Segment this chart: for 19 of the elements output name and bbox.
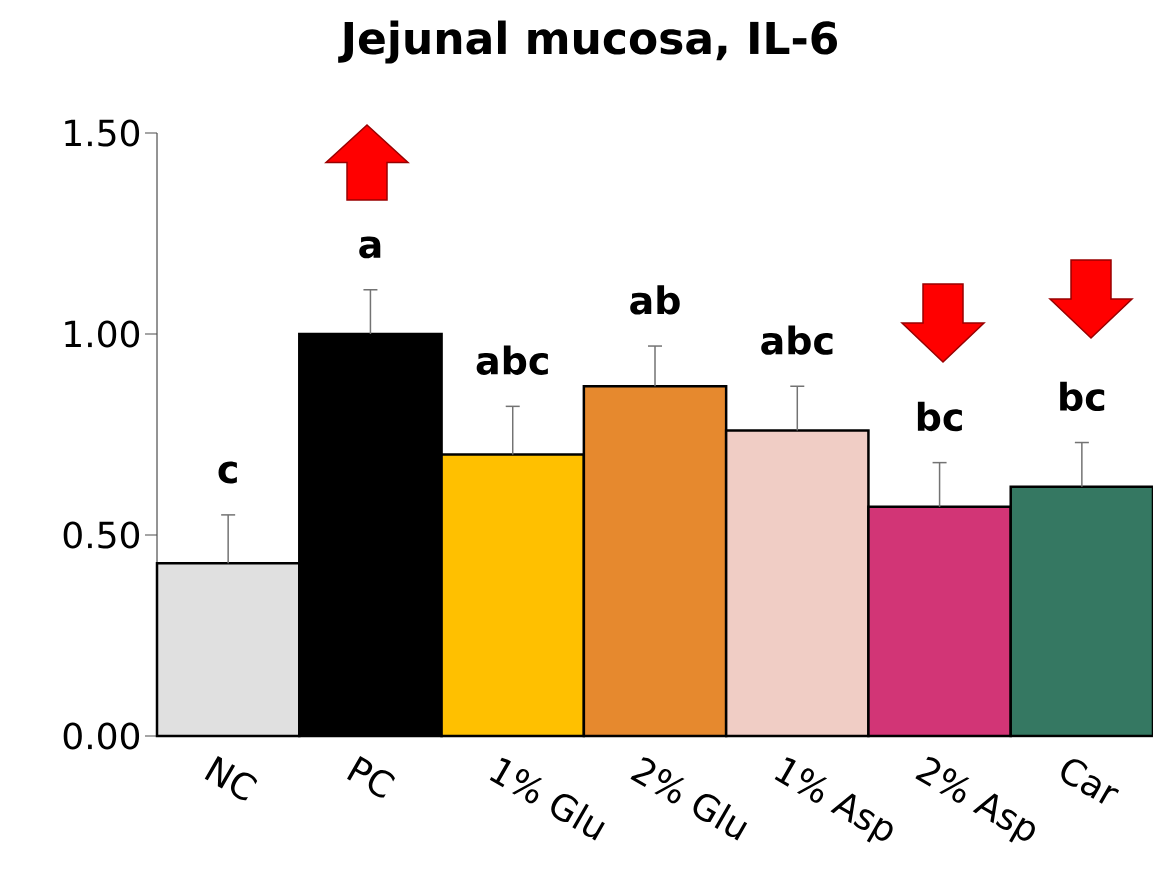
x-tick-label: 2% Glu	[630, 757, 748, 841]
annotation: a	[359, 236, 381, 259]
x-tick-label: PC	[347, 755, 395, 798]
y-tick-label: 0.50	[63, 521, 140, 549]
x-tick-label: NC	[204, 755, 258, 801]
annotation: bc	[917, 401, 962, 432]
x-tick-label: Car	[1061, 759, 1120, 804]
y-tick-label: 1.50	[65, 119, 140, 147]
annotation: c	[218, 461, 237, 484]
annotation: abc	[476, 345, 548, 375]
annotation: bc	[1060, 381, 1105, 412]
annotation: abc	[761, 325, 833, 355]
x-tick-label: 1% Asp	[774, 757, 893, 843]
y-tick-label: 0.00	[63, 722, 140, 750]
chart-title: Jejunal mucosa, IL-6	[338, 20, 838, 64]
x-tick-label: 1% Glu	[489, 757, 605, 841]
x-tick-label: 2% Asp	[915, 756, 1035, 843]
annotation: ab	[630, 285, 680, 315]
y-tick-label: 1.00	[65, 320, 140, 348]
